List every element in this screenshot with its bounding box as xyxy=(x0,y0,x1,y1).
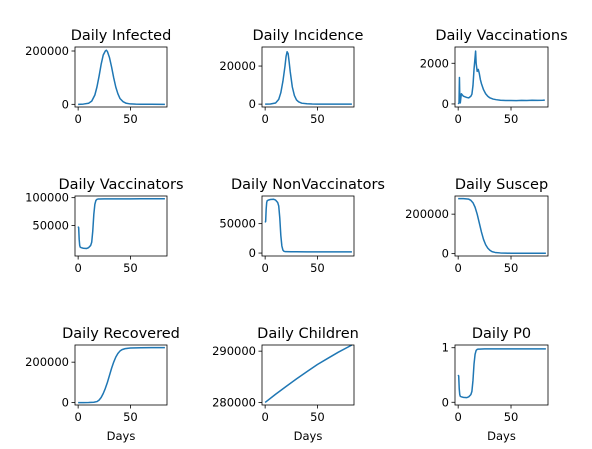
series-line xyxy=(458,197,546,255)
x-tick-label: 50 xyxy=(504,261,519,275)
x-tick-label: 50 xyxy=(504,112,519,126)
axes-frame xyxy=(454,46,549,108)
x-tick-label: 0 xyxy=(261,112,268,126)
y-tick-label: 2000 xyxy=(420,56,449,70)
x-axis-label: Days xyxy=(294,429,323,443)
x-tick-label: 0 xyxy=(455,410,462,424)
y-tick-label: 290000 xyxy=(212,344,256,358)
chart-5: Daily Suscep 0 50 0 200000 xyxy=(405,177,549,275)
y-tick-label: 200000 xyxy=(25,44,69,58)
y-tick-label: 1 xyxy=(442,341,449,355)
chart-title: Daily Infected xyxy=(71,28,172,44)
y-tick-label: 280000 xyxy=(212,395,256,409)
axes-frame xyxy=(261,46,355,108)
x-tick-label: 0 xyxy=(74,112,81,126)
x-tick-label: 50 xyxy=(310,112,325,126)
series-line xyxy=(78,49,165,106)
chart-title: Daily Suscep xyxy=(455,177,548,193)
x-tick-label: 0 xyxy=(74,261,81,275)
x-tick-label: 50 xyxy=(123,112,138,126)
series-line xyxy=(457,50,545,105)
y-tick-label: 0 xyxy=(442,97,449,111)
x-tick-label: 50 xyxy=(504,410,519,424)
chart-7: Daily Children 0 50 280000 290000 Days xyxy=(212,326,359,443)
y-tick-label: 50000 xyxy=(219,217,256,231)
chart-title: Daily Children xyxy=(257,326,359,342)
chart-title: Daily P0 xyxy=(472,326,531,342)
x-tick-label: 0 xyxy=(74,410,81,424)
y-tick-label: 50000 xyxy=(32,218,69,232)
chart-6: Daily Recovered 0 50 0 200000 Days xyxy=(25,326,180,443)
y-tick-label: 200000 xyxy=(405,207,449,221)
chart-title: Daily Incidence xyxy=(253,28,364,44)
x-tick-label: 0 xyxy=(455,112,462,126)
chart-title: Daily NonVaccinators xyxy=(231,177,385,193)
series-line xyxy=(457,348,546,399)
x-axis-label: Days xyxy=(107,429,136,443)
chart-3: Daily Vaccinators 0 50 50000 100000 xyxy=(25,177,183,275)
x-axis-label: Days xyxy=(487,429,516,443)
series-line xyxy=(78,346,165,404)
series-line xyxy=(265,51,352,105)
chart-title: Daily Vaccinators xyxy=(58,177,183,193)
axes-frame xyxy=(74,195,168,257)
series-line xyxy=(264,198,352,253)
y-tick-label: 20000 xyxy=(219,59,256,73)
y-tick-label: 0 xyxy=(62,97,69,111)
y-tick-label: 100000 xyxy=(25,191,69,205)
axes-frame xyxy=(74,344,168,406)
series-line xyxy=(77,198,165,250)
y-tick-label: 0 xyxy=(249,97,256,111)
axes-frame xyxy=(74,46,168,108)
chart-0: Daily Infected 0 50 0 200000 xyxy=(25,28,171,126)
y-tick-label: 0 xyxy=(442,395,449,409)
chart-title: Daily Vaccinations xyxy=(435,28,567,44)
chart-8: Daily P0 0 50 0 1 Days xyxy=(442,326,549,443)
y-tick-label: 200000 xyxy=(25,355,69,369)
chart-2: Daily Vaccinations 0 50 0 2000 xyxy=(420,28,568,126)
chart-1: Daily Incidence 0 50 0 20000 xyxy=(219,28,363,126)
y-tick-label: 0 xyxy=(442,247,449,261)
axes-frame xyxy=(261,344,355,406)
x-tick-label: 50 xyxy=(123,261,138,275)
x-tick-label: 50 xyxy=(310,410,325,424)
y-tick-label: 0 xyxy=(249,246,256,260)
series-line xyxy=(264,344,353,404)
y-tick-label: 0 xyxy=(62,396,69,410)
x-tick-label: 0 xyxy=(261,261,268,275)
axes-frame xyxy=(454,195,549,257)
chart-4: Daily NonVaccinators 0 50 0 50000 xyxy=(219,177,385,275)
x-tick-label: 0 xyxy=(455,261,462,275)
axes-frame xyxy=(261,195,355,257)
x-tick-label: 50 xyxy=(123,410,138,424)
x-tick-label: 50 xyxy=(310,261,325,275)
chart-title: Daily Recovered xyxy=(62,326,180,342)
x-tick-label: 0 xyxy=(261,410,268,424)
axes-frame xyxy=(454,344,549,406)
